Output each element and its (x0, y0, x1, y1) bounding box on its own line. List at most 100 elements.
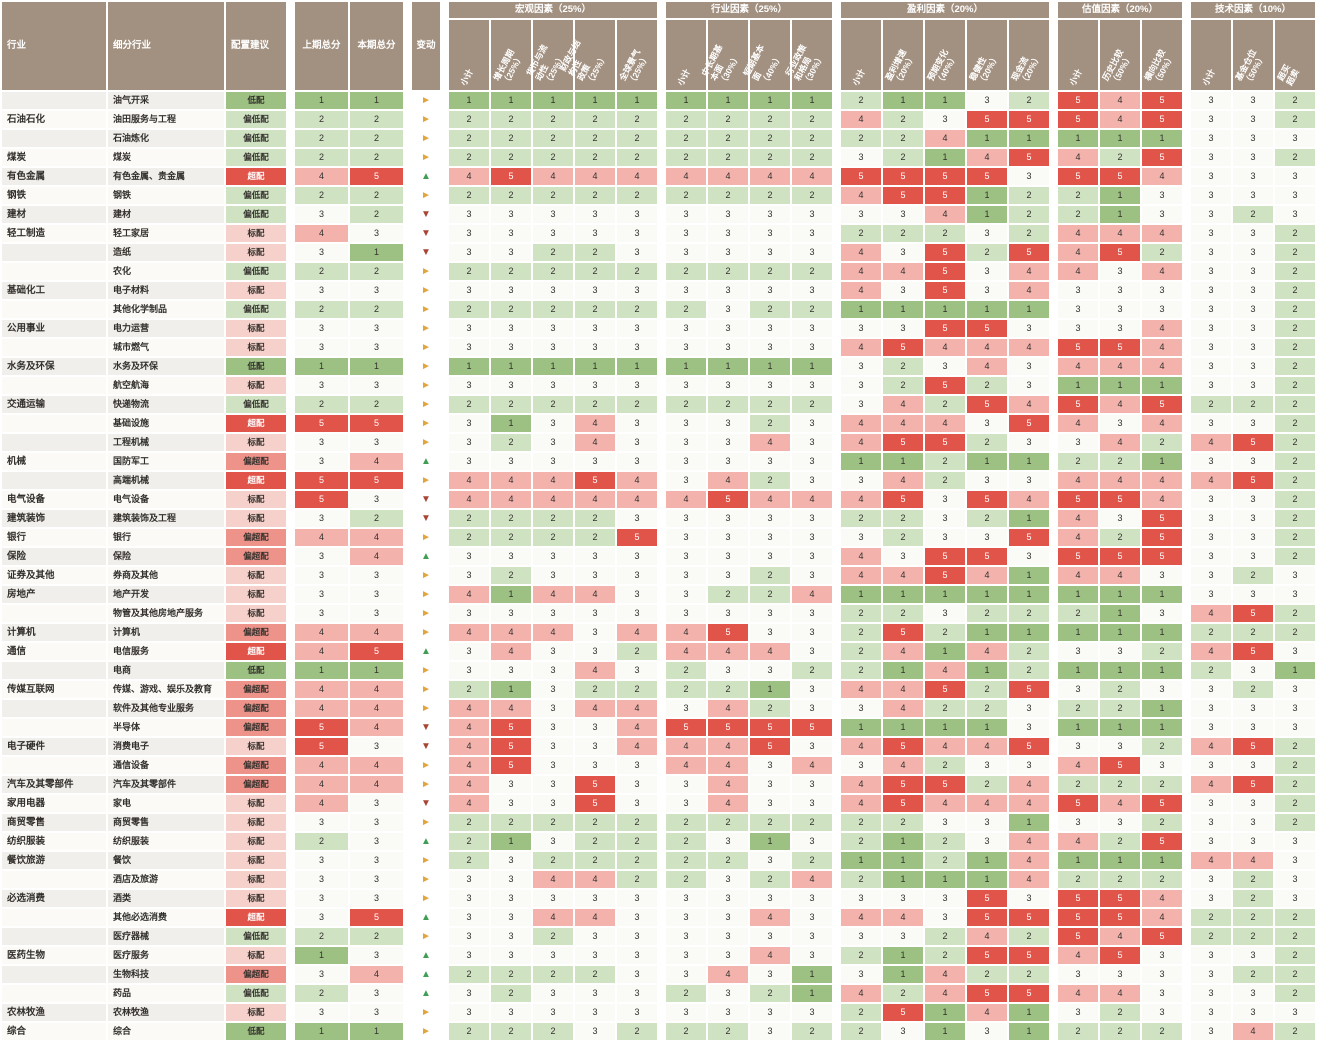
score-cell: 2 (1275, 301, 1315, 318)
score-cell: 1 (1009, 586, 1049, 603)
score-cell: 2 (1058, 206, 1098, 223)
spacer (834, 149, 839, 166)
score-cell: 1 (967, 130, 1007, 147)
advice-badge: 偏低配 (226, 301, 286, 318)
score-cell: 1 (1058, 377, 1098, 394)
spacer (834, 605, 839, 622)
score-cell: 2 (666, 833, 706, 850)
score-cell: 3 (792, 605, 832, 622)
score-cell: 5 (883, 491, 923, 508)
score-cell: 3 (841, 529, 881, 546)
advice-badge: 超配 (226, 472, 286, 489)
spacer (405, 605, 410, 622)
score-cell: 3 (708, 415, 748, 432)
curr-total-cell: 3 (350, 377, 403, 394)
score-cell: 3 (967, 263, 1007, 280)
score-cell: 3 (491, 928, 531, 945)
score-cell: 3 (666, 282, 706, 299)
score-cell: 4 (925, 130, 965, 147)
table-row: 半导体 偏超配 5 4 ▼ 4 5 3 3 4 5 5 5 5 1 1 1 1 3 1 1 1 3 3 3 (2, 719, 1315, 736)
score-cell: 4 (925, 966, 965, 983)
spacer (442, 985, 447, 1002)
score-cell: 3 (617, 795, 657, 812)
score-cell: 3 (1233, 833, 1273, 850)
score-cell: 4 (841, 244, 881, 261)
score-cell: 4 (1009, 282, 1049, 299)
score-cell: 3 (533, 985, 573, 1002)
rotated-column-label: 基金仓位 （50%） (1233, 47, 1267, 87)
score-cell: 1 (750, 681, 790, 698)
score-cell: 1 (967, 719, 1007, 736)
score-cell: 4 (841, 415, 881, 432)
spacer (442, 928, 447, 945)
score-cell: 3 (792, 624, 832, 641)
industry-cell (2, 415, 106, 432)
sub-industry-cell: 轻工家居 (108, 225, 224, 242)
header-spacer (1051, 2, 1056, 90)
score-cell: 3 (575, 548, 615, 565)
score-cell: 4 (666, 624, 706, 641)
score-cell: 3 (1100, 738, 1140, 755)
spacer (1184, 966, 1189, 983)
score-cell: 2 (1058, 453, 1098, 470)
score-cell: 5 (925, 187, 965, 204)
score-cell: 4 (1058, 415, 1098, 432)
table-row: 餐饮旅游 餐饮 标配 3 3 ► 2 3 2 2 2 2 2 3 2 1 1 2 1 4 1 1 1 4 4 3 (2, 852, 1315, 869)
score-cell: 2 (1275, 92, 1315, 109)
score-cell: 3 (533, 1004, 573, 1021)
score-cell: 3 (533, 738, 573, 755)
advice-badge: 超配 (226, 415, 286, 432)
score-cell: 2 (925, 700, 965, 717)
industry-cell: 保险 (2, 548, 106, 565)
score-cell: 3 (575, 339, 615, 356)
score-cell: 2 (491, 1023, 531, 1040)
score-cell: 5 (883, 339, 923, 356)
score-cell: 1 (1142, 586, 1182, 603)
score-cell: 3 (1275, 871, 1315, 888)
score-cell: 1 (1009, 301, 1049, 318)
score-cell: 3 (1233, 586, 1273, 603)
spacer (834, 852, 839, 869)
spacer (405, 909, 410, 926)
score-cell: 2 (967, 244, 1007, 261)
table-row: 基础设施 超配 5 5 ► 3 1 3 4 3 3 3 2 3 4 4 4 3 5 4 3 4 3 3 2 (2, 415, 1315, 432)
score-cell: 5 (841, 168, 881, 185)
score-cell: 3 (792, 282, 832, 299)
spacer (405, 168, 410, 185)
score-cell: 4 (708, 776, 748, 793)
spacer (1184, 909, 1189, 926)
score-cell: 3 (1275, 1004, 1315, 1021)
group-header: 技术因素（10%） (1191, 2, 1315, 18)
score-cell: 3 (1233, 149, 1273, 166)
score-cell: 3 (575, 225, 615, 242)
prev-total-cell: 2 (295, 111, 348, 128)
score-cell: 2 (1058, 700, 1098, 717)
score-cell: 4 (1058, 985, 1098, 1002)
spacer (405, 491, 410, 508)
score-cell: 5 (792, 719, 832, 736)
spacer (1184, 624, 1189, 641)
advice-badge: 标配 (226, 947, 286, 964)
score-cell: 1 (925, 871, 965, 888)
score-cell: 2 (449, 263, 489, 280)
score-cell: 3 (792, 225, 832, 242)
spacer (1184, 301, 1189, 318)
score-cell: 1 (1142, 719, 1182, 736)
prev-total-cell: 3 (295, 605, 348, 622)
score-cell: 3 (792, 472, 832, 489)
rotated-column-header: 短期基本面 （40%） (741, 20, 790, 90)
spacer (442, 130, 447, 147)
score-cell: 2 (792, 187, 832, 204)
spacer (405, 681, 410, 698)
score-cell: 5 (708, 491, 748, 508)
score-cell: 4 (708, 700, 748, 717)
score-cell: 3 (792, 510, 832, 527)
spacer (834, 111, 839, 128)
score-cell: 3 (491, 320, 531, 337)
change-arrow-icon: ► (412, 852, 440, 869)
spacer (288, 491, 293, 508)
spacer (834, 92, 839, 109)
industry-cell: 必选消费 (2, 890, 106, 907)
spacer (405, 548, 410, 565)
score-cell: 1 (883, 947, 923, 964)
